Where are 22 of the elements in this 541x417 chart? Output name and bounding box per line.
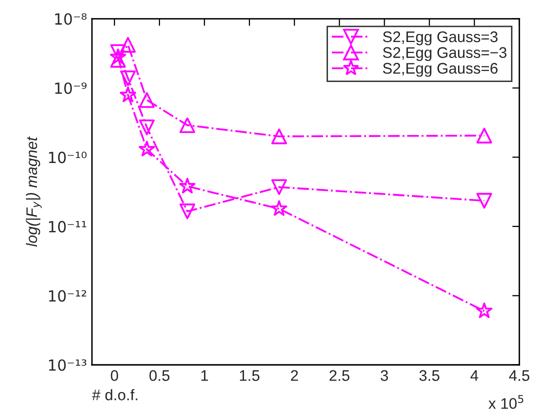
y-axis-title: log(|F$_{y}$|) magnet: [26, 136, 42, 247]
text: x 10$^{5}$: [488, 395, 524, 409]
y-tick-label: 10⁻⁹: [55, 82, 87, 94]
x-tick-label: 1.5: [240, 370, 260, 381]
y-tick-label: 10⁻¹²: [49, 290, 86, 302]
x-tick-label: 3.5: [419, 370, 440, 381]
x-tick-label: 0: [110, 370, 118, 381]
x-tick-label: 2: [290, 370, 298, 381]
legend-label: S2,Egg Gauss=3: [382, 31, 498, 46]
y-tick-label: 10⁻¹⁰: [49, 152, 87, 164]
x-tick-label: 2.5: [330, 370, 350, 381]
x-tick-label: 4.5: [509, 370, 530, 381]
x-tick-label: 1: [201, 370, 208, 381]
x-tick-label: 3: [380, 370, 388, 381]
y-tick-label: 10⁻¹³: [49, 359, 86, 371]
legend-label: S2,Egg Gauss=−3: [382, 47, 506, 61]
y-tick-label: 10⁻⁸: [55, 13, 87, 25]
x-tick-label: 0.5: [149, 370, 170, 381]
x-axis-title: # d.o.f.: [92, 389, 138, 400]
y-tick-label: 10⁻¹¹: [49, 220, 86, 232]
legend-label: S2,Egg Gauss=6: [382, 62, 498, 77]
x-tick-label: 4: [470, 370, 478, 381]
